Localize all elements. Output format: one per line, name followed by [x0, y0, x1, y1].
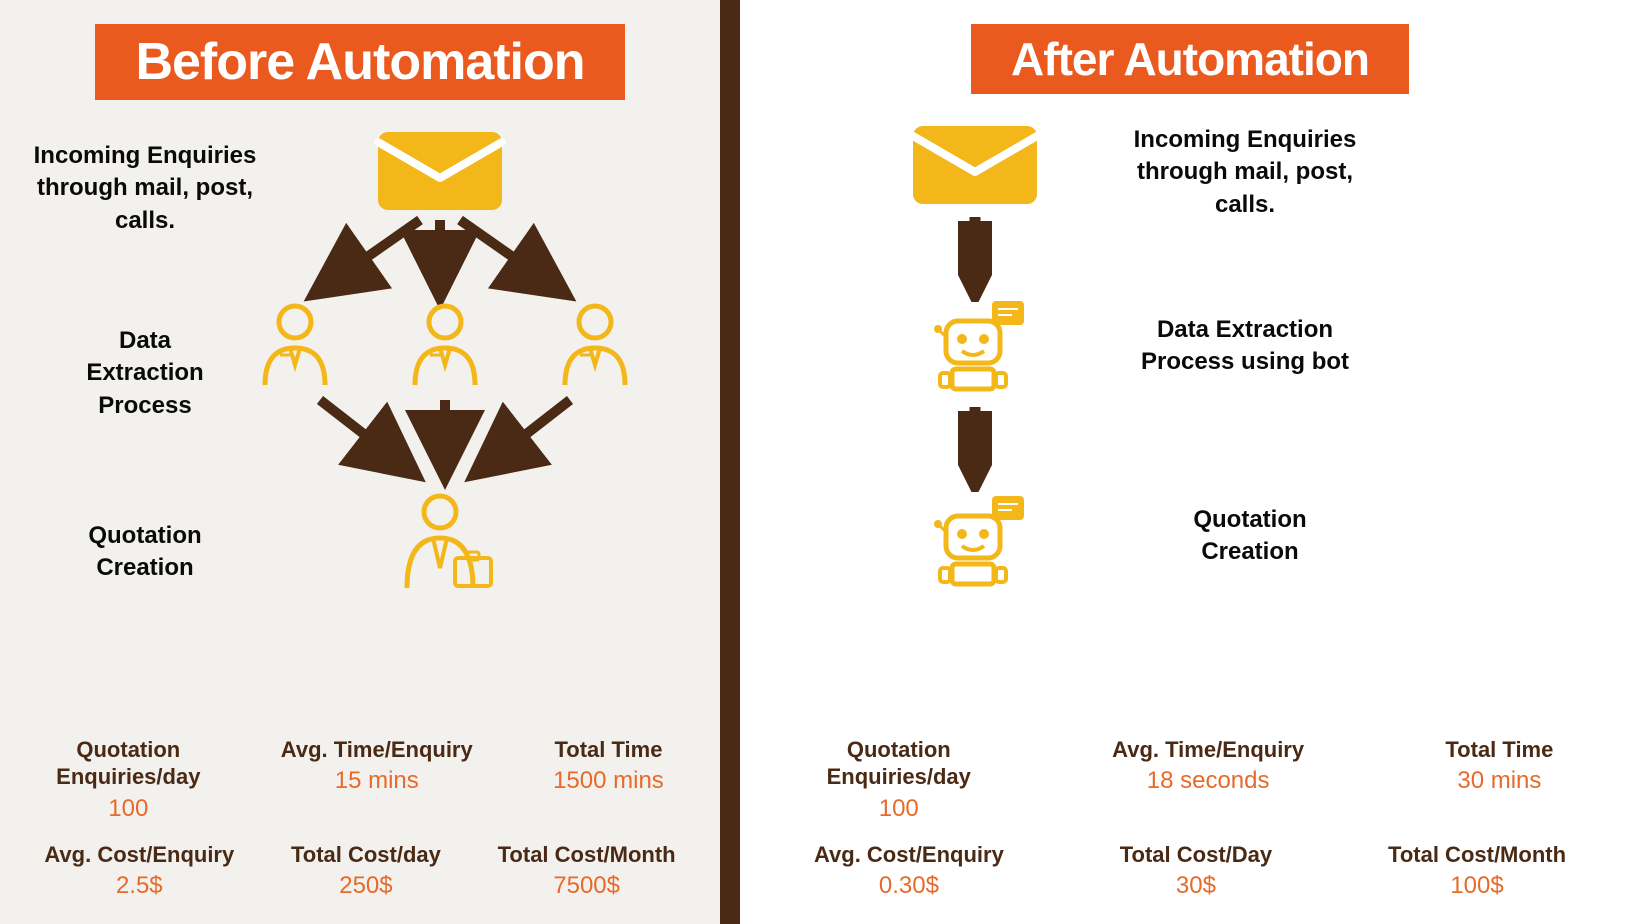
metric: Total Time 30 mins: [1445, 736, 1553, 823]
after-step-quotation: Quotation Creation: [1170, 504, 1330, 569]
metric-value: 18 seconds: [1112, 767, 1304, 795]
metric-label: Avg. Time/Enquiry: [1112, 736, 1304, 764]
metric-label: Total Cost/day: [291, 841, 441, 869]
after-metrics-bottom: Avg. Cost/Enquiry 0.30$ Total Cost/Day 3…: [740, 841, 1640, 901]
envelope-icon: [370, 120, 510, 220]
metric-value: 2.5$: [44, 872, 234, 900]
metric-value: 30 mins: [1445, 767, 1553, 795]
metric-value: 1500 mins: [553, 767, 664, 795]
before-step-extraction: Data Extraction Process: [60, 325, 230, 422]
bot-icon: [920, 299, 1030, 399]
after-panel: After Automation Incoming Enquiries thro…: [740, 0, 1640, 924]
metric-label: Total Cost/Month: [1388, 841, 1566, 869]
before-step-incoming: Incoming Enquiries through mail, post, c…: [30, 140, 260, 237]
person-icon: [550, 300, 640, 390]
bot-icon: [920, 494, 1030, 594]
metric-value: 30$: [1120, 872, 1272, 900]
metric-label: Total Time: [553, 736, 664, 764]
arrow-down-icon: [958, 212, 992, 302]
metric-value: 100: [827, 795, 971, 823]
metric: QuotationEnquiries/day 100: [56, 736, 200, 823]
business-person-icon: [395, 490, 505, 600]
arrow-down-icon: [958, 402, 992, 492]
metric: Avg. Time/Enquiry 15 mins: [281, 736, 473, 823]
after-title: After Automation: [971, 24, 1409, 94]
metric-label: Avg. Time/Enquiry: [281, 736, 473, 764]
envelope-icon: [905, 114, 1045, 214]
metric-label: Avg. Cost/Enquiry: [814, 841, 1004, 869]
metric: Total Cost/day 250$: [291, 841, 441, 901]
arrows-fanout: [260, 210, 620, 310]
metric-value: 15 mins: [281, 767, 473, 795]
metric-label: QuotationEnquiries/day: [56, 736, 200, 791]
before-panel: Before Automation Incoming Enquiries thr…: [0, 0, 720, 924]
before-step-quotation: Quotation Creation: [60, 520, 230, 585]
metric: Total Time 1500 mins: [553, 736, 664, 823]
metric-value: 7500$: [498, 872, 676, 900]
before-flow: Incoming Enquiries through mail, post, c…: [0, 100, 720, 736]
after-flow: Incoming Enquiries through mail, post, c…: [740, 94, 1640, 736]
metric: QuotationEnquiries/day 100: [827, 736, 971, 823]
metric: Avg. Cost/Enquiry 0.30$: [814, 841, 1004, 901]
metric-label: Avg. Cost/Enquiry: [44, 841, 234, 869]
before-title: Before Automation: [95, 24, 624, 100]
metric-value: 100: [56, 795, 200, 823]
metric: Total Cost/Day 30$: [1120, 841, 1272, 901]
metric: Avg. Cost/Enquiry 2.5$: [44, 841, 234, 901]
arrows-fanin: [280, 390, 610, 490]
person-icon: [400, 300, 490, 390]
metric: Avg. Time/Enquiry 18 seconds: [1112, 736, 1304, 823]
after-metrics-top: QuotationEnquiries/day 100 Avg. Time/Enq…: [740, 736, 1640, 823]
metric: Total Cost/Month 7500$: [498, 841, 676, 901]
before-metrics-top: QuotationEnquiries/day 100 Avg. Time/Enq…: [0, 736, 720, 823]
metric-label: Total Cost/Day: [1120, 841, 1272, 869]
before-metrics-bottom: Avg. Cost/Enquiry 2.5$ Total Cost/day 25…: [0, 841, 720, 901]
person-icon: [250, 300, 340, 390]
metric-label: Total Time: [1445, 736, 1553, 764]
metric-label: Total Cost/Month: [498, 841, 676, 869]
metric-value: 0.30$: [814, 872, 1004, 900]
metric-value: 100$: [1388, 872, 1566, 900]
metric-label: QuotationEnquiries/day: [827, 736, 971, 791]
divider: [720, 0, 740, 924]
metric-value: 250$: [291, 872, 441, 900]
after-step-extraction: Data Extraction Process using bot: [1120, 314, 1370, 379]
metric: Total Cost/Month 100$: [1388, 841, 1566, 901]
after-step-incoming: Incoming Enquiries through mail, post, c…: [1120, 124, 1370, 221]
